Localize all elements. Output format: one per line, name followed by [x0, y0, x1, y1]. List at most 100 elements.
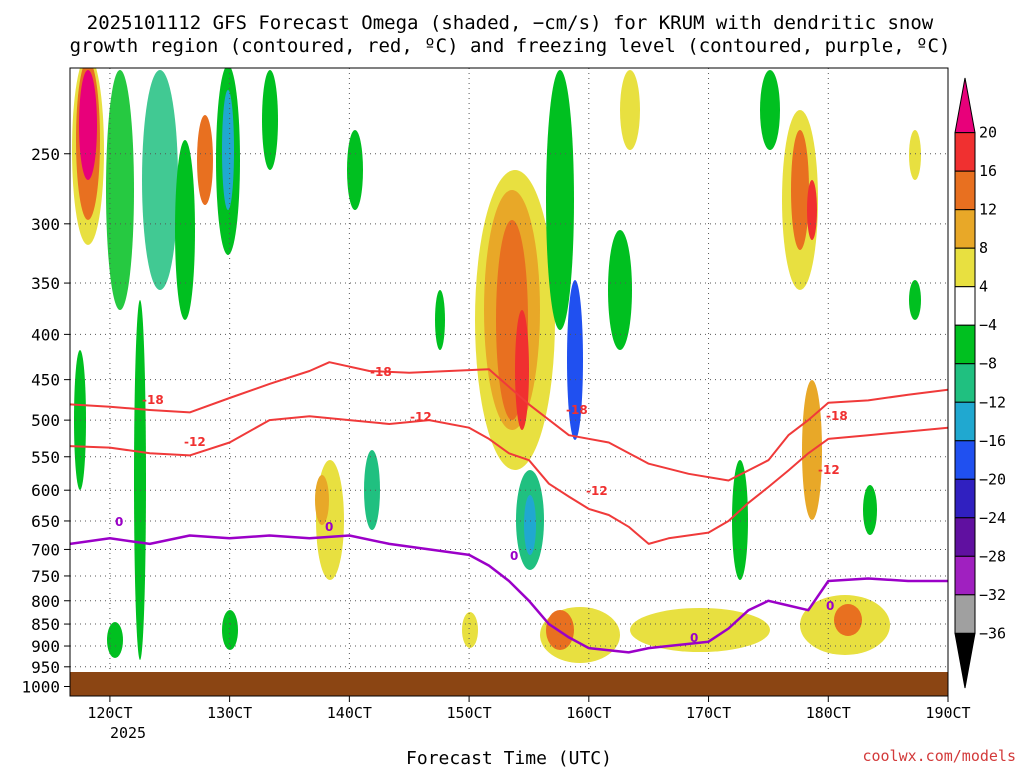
omega-region	[175, 140, 195, 320]
colorbar-label: 20	[979, 124, 997, 142]
colorbar-swatch	[954, 132, 976, 172]
omega-region	[546, 70, 574, 330]
y-tick-label: 650	[31, 512, 60, 531]
colorbar-swatch	[954, 555, 976, 596]
omega-region	[222, 90, 234, 210]
omega-region	[630, 608, 770, 652]
contour-label-minus18: -18	[370, 365, 392, 379]
omega-region	[197, 115, 213, 205]
y-tick-label: 350	[31, 274, 60, 293]
y-tick-label: 500	[31, 411, 60, 430]
contour-label-zero: 0	[325, 520, 333, 534]
colorbar-swatch	[954, 401, 976, 442]
omega-region	[515, 310, 529, 430]
x-tick-label: 180CT	[806, 704, 851, 722]
y-tick-label: 400	[31, 325, 60, 344]
omega-region	[79, 70, 97, 180]
y-tick-label: 300	[31, 215, 60, 234]
contour-label-zero: 0	[690, 631, 698, 645]
omega-region	[142, 70, 178, 290]
contour-label-minus12: -12	[184, 435, 206, 449]
colorbar-swatch	[954, 324, 976, 365]
colorbar-label: −16	[979, 432, 1006, 450]
omega-shading	[72, 68, 921, 663]
colorbar-top-triangle	[954, 77, 976, 134]
colorbar-label: −20	[979, 470, 1006, 488]
contour-line-minus12	[70, 415, 948, 545]
contour-labels: -18 -18 -18 -18 -12 -12 -12 -12 0 0 0 0 …	[115, 365, 848, 645]
omega-region	[435, 290, 445, 350]
contour-label-zero: 0	[826, 599, 834, 613]
credit-text: coolwx.com/models	[862, 747, 1016, 765]
year-label: 2025	[110, 724, 146, 742]
contour-line-freezing-level	[70, 534, 948, 654]
contour-label-minus12: -12	[818, 463, 840, 477]
colorbar-swatch	[954, 478, 976, 519]
x-tick-label: 160CT	[566, 704, 611, 722]
colorbar-swatch	[954, 363, 976, 403]
omega-region	[760, 70, 780, 150]
y-tick-label: 600	[31, 481, 60, 500]
colorbar-swatch	[954, 440, 976, 480]
colorbar-label: −8	[979, 355, 997, 373]
omega-region	[107, 622, 123, 658]
omega-region	[567, 280, 583, 440]
omega-region	[106, 70, 134, 310]
plot-frame	[69, 67, 949, 697]
colorbar-swatch	[954, 170, 976, 211]
colorbar-swatch	[954, 209, 976, 249]
colorbar-bottom-triangle	[954, 632, 976, 689]
colorbar-swatch	[954, 247, 976, 288]
y-tick-label: 900	[31, 637, 60, 656]
y-axis: 250 300 350 400 450 500 550 600 650 700 750 800 850 9…	[21, 145, 70, 697]
omega-region	[462, 612, 478, 648]
x-tick-label: 140CT	[327, 704, 372, 722]
y-tick-label: 450	[31, 371, 60, 390]
colorbar: 20 16 12 8 4 −4 −8 −12 −16 −20 −24 −28 −32 −36	[954, 77, 1006, 689]
omega-region	[620, 70, 640, 150]
x-tick-label: 120CT	[87, 704, 132, 722]
x-tick-label: 150CT	[447, 704, 492, 722]
contour-label-minus18: -18	[566, 403, 588, 417]
colorbar-label: −24	[979, 509, 1006, 527]
x-axis-label: Forecast Time (UTC)	[406, 748, 612, 768]
contour-line-minus18	[70, 361, 948, 482]
y-tick-label: 250	[31, 145, 60, 164]
contour-label-zero: 0	[115, 515, 123, 529]
omega-region	[134, 300, 146, 660]
omega-region	[791, 130, 809, 250]
omega-region	[262, 70, 278, 170]
colorbar-label: −12	[979, 393, 1006, 411]
colorbar-label: 16	[979, 162, 997, 180]
colorbar-label: −28	[979, 547, 1006, 565]
contour-label-minus12: -12	[586, 484, 608, 498]
y-tick-label: 1000	[21, 678, 60, 697]
colorbar-label: −32	[979, 586, 1006, 604]
chart-title-line1: 2025101112 GFS Forecast Omega (shaded, −…	[87, 12, 934, 34]
contour-label-minus12: -12	[410, 410, 432, 424]
omega-region	[364, 450, 380, 530]
colorbar-swatch	[954, 594, 976, 634]
ground-shading	[70, 672, 948, 696]
omega-region	[608, 230, 632, 350]
omega-region	[909, 280, 921, 320]
y-tick-label: 850	[31, 615, 60, 634]
contour-label-minus18: -18	[142, 393, 164, 407]
contour-label-zero: 0	[510, 549, 518, 563]
y-tick-label: 700	[31, 540, 60, 559]
omega-region	[863, 485, 877, 535]
omega-region	[909, 130, 921, 180]
colorbar-swatch	[954, 517, 976, 557]
colorbar-label: 4	[979, 278, 988, 296]
omega-region	[524, 495, 536, 555]
omega-region	[315, 475, 329, 525]
colorbar-swatch	[954, 286, 976, 326]
x-tick-label: 190CT	[925, 704, 970, 722]
colorbar-label: −4	[979, 316, 997, 334]
x-tick-label: 170CT	[686, 704, 731, 722]
colorbar-label: 12	[979, 201, 997, 219]
y-tick-label: 800	[31, 592, 60, 611]
y-tick-label: 750	[31, 567, 60, 586]
contour-layer	[70, 361, 948, 654]
